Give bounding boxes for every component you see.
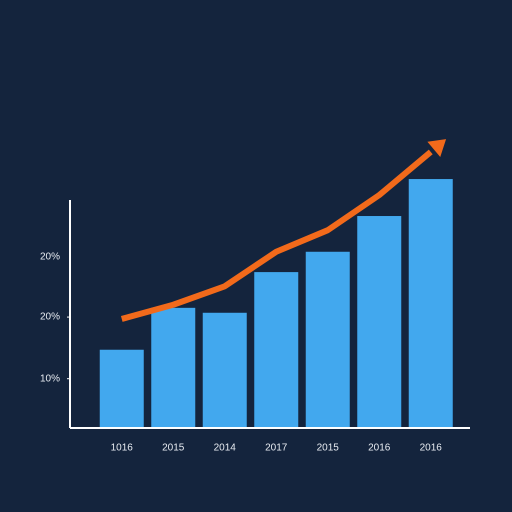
bar [151,307,196,428]
trend-line [120,149,433,322]
y-axis-annotation: 20% [40,252,60,263]
x-tick-label: 2015 [162,443,185,454]
x-tick-label: 2014 [214,443,237,454]
bar [408,179,453,428]
y-tick-label: 20% [40,312,60,323]
bar [202,312,247,428]
y-tick-label: 10% [40,373,60,384]
x-tick-label: 2015 [317,443,340,454]
x-tick-label: 2016 [420,443,443,454]
bar [305,251,350,428]
arrow-head [427,139,447,158]
bar [357,216,402,428]
bar [254,272,299,428]
x-tick-label: 1016 [111,443,134,454]
bar [99,349,144,428]
x-tick-label: 2017 [265,443,288,454]
x-tick-label: 2016 [368,443,391,454]
